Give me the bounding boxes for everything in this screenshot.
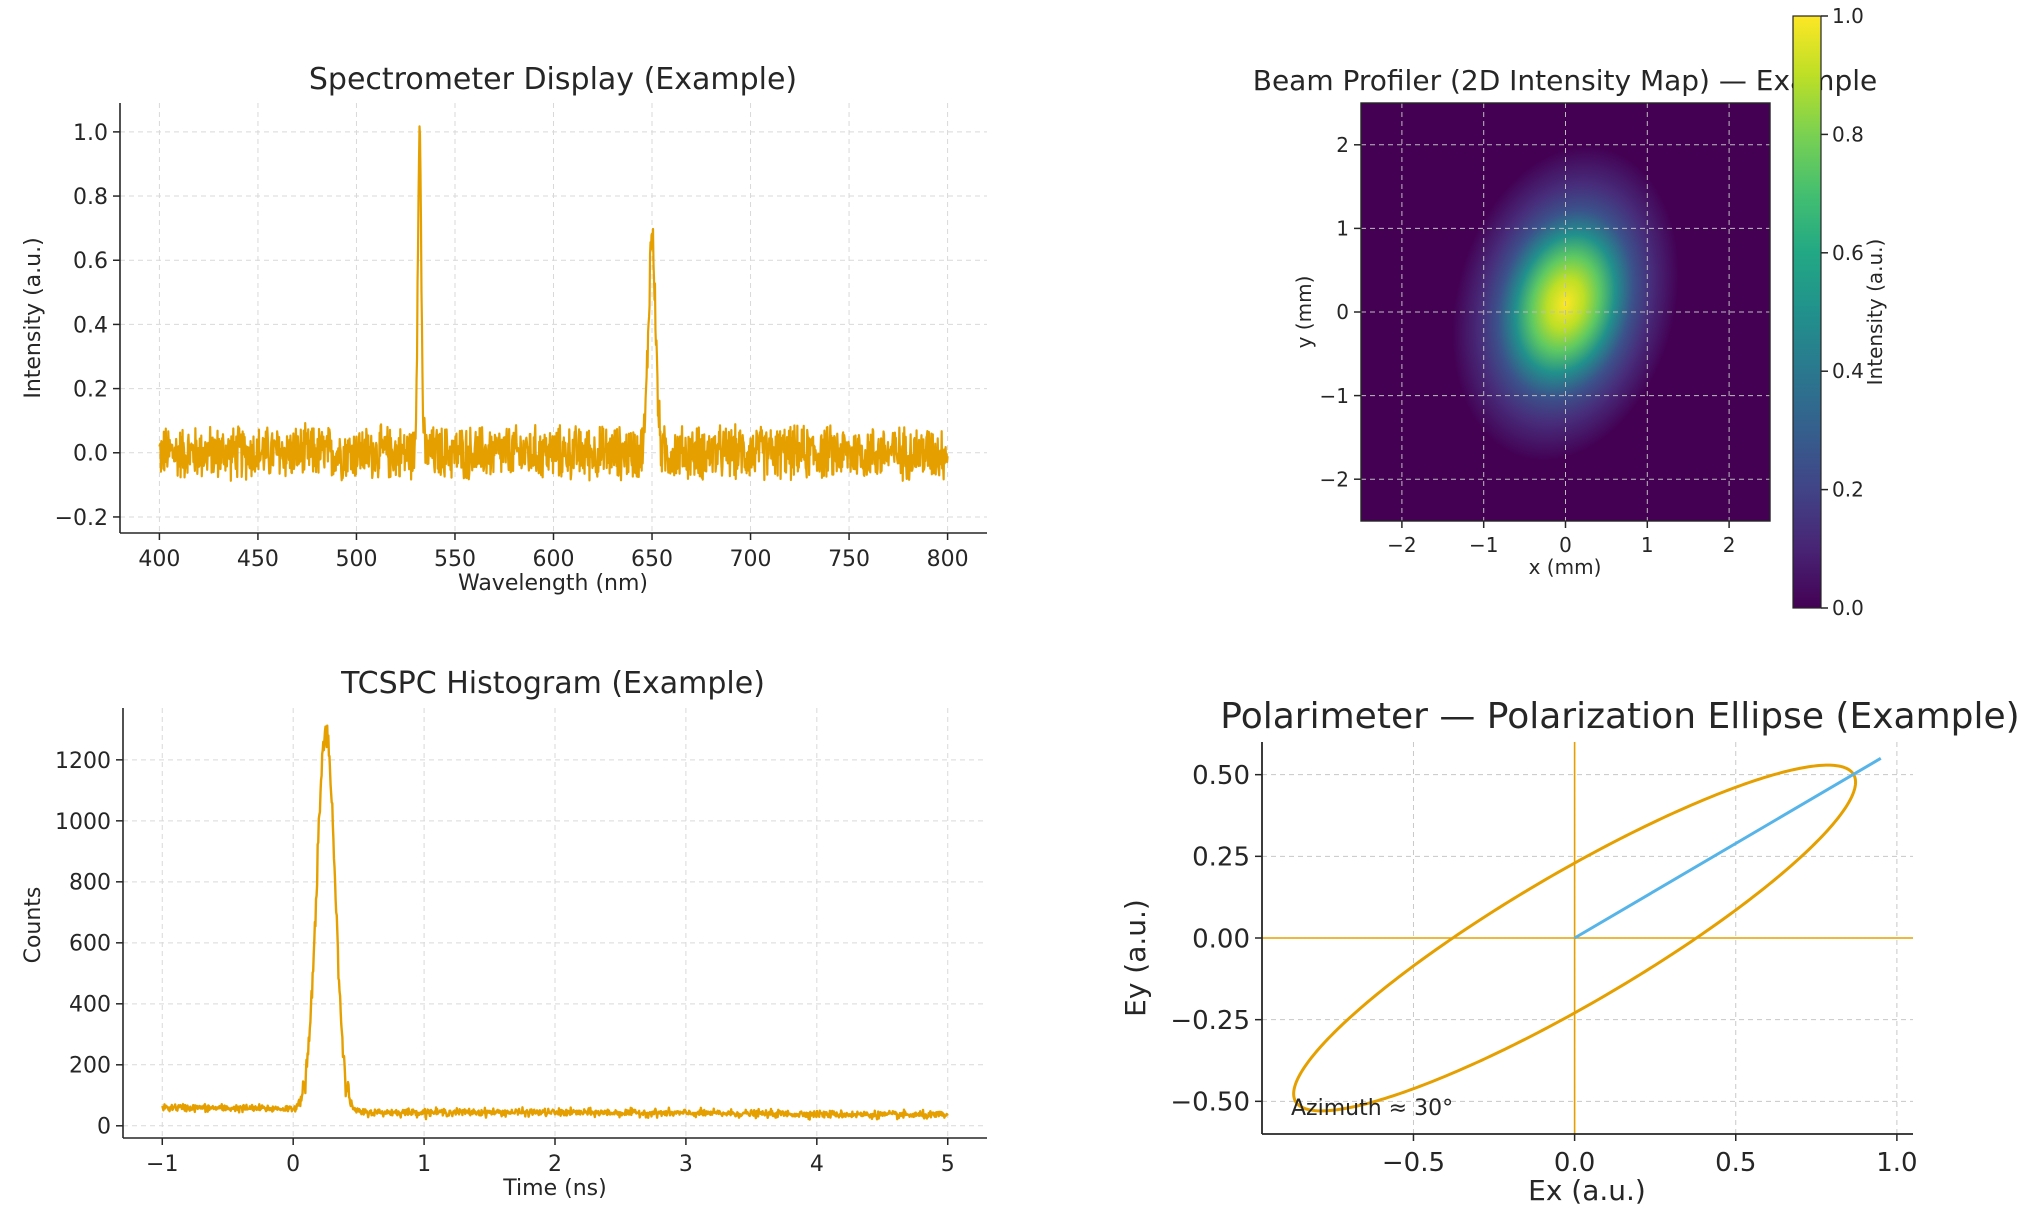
y-tick-label: 200	[69, 1054, 111, 1079]
y-tick-label: 1.0	[73, 121, 108, 146]
x-tick-label: 700	[730, 547, 772, 572]
x-tick-label: −2	[1387, 533, 1416, 557]
colorbar-tick-label: 0.0	[1832, 596, 1864, 620]
y-tick-label: 0.4	[73, 313, 108, 338]
colorbar-tick-label: 1.0	[1832, 4, 1864, 28]
x-tick-label: 600	[533, 547, 575, 572]
tcspc-chart: TCSPC Histogram (Example) −1 0 1 2 3 4 5 0 200 4…	[21, 666, 987, 1201]
colorbar-tick-label: 0.8	[1832, 122, 1864, 146]
y-tick-label: 0.00	[1192, 924, 1250, 954]
colorbar-label: Intensity (a.u.)	[1863, 239, 1887, 386]
y-tick-label: 0.8	[73, 185, 108, 210]
y-tick-label: 0.6	[73, 249, 108, 274]
spectrometer-y-label: Intensity (a.u.)	[21, 237, 46, 398]
x-tick-label: 400	[138, 547, 180, 572]
y-tick-label: 800	[69, 871, 111, 896]
polarimeter-y-label: Ey (a.u.)	[1119, 899, 1152, 1017]
y-tick-label: 1	[1336, 217, 1349, 241]
x-tick-label: 800	[927, 547, 969, 572]
beam-x-label: x (mm)	[1529, 555, 1602, 579]
spectrometer-x-label: Wavelength (nm)	[458, 571, 648, 596]
x-tick-label: 2	[548, 1152, 562, 1177]
y-tick-label: 1200	[55, 749, 111, 774]
y-tick-label: 0.0	[73, 442, 108, 467]
x-tick-label: 750	[828, 547, 870, 572]
beam-x-ticks: −2 −1 0 1 2	[1387, 521, 1735, 557]
y-tick-label: −2	[1320, 467, 1349, 491]
x-tick-label: 1	[417, 1152, 431, 1177]
azimuth-direction-line	[1573, 757, 1882, 940]
colorbar	[1792, 15, 1822, 609]
y-tick-label: 600	[69, 932, 111, 957]
x-tick-label: −0.5	[1382, 1148, 1445, 1178]
tcspc-trace	[161, 724, 949, 1121]
colorbar-tick-label: 0.2	[1832, 478, 1864, 502]
y-tick-label: 0.25	[1192, 843, 1250, 873]
polarimeter-y-ticks: −0.50 −0.25 0.00 0.25 0.50	[1170, 761, 1262, 1118]
polarization-ellipse	[1292, 763, 1858, 1113]
x-tick-label: 0	[1559, 533, 1572, 557]
y-tick-label: 0.2	[73, 378, 108, 403]
y-tick-label: 0.50	[1192, 761, 1250, 791]
azimuth-annotation: Azimuth ≈ 30°	[1291, 1096, 1453, 1121]
x-tick-label: 0.0	[1554, 1148, 1595, 1178]
colorbar-ticks: 0.0 0.2 0.4 0.6 0.8 1.0	[1821, 4, 1864, 620]
y-tick-label: −0.50	[1170, 1088, 1250, 1118]
spectrometer-title: Spectrometer Display (Example)	[309, 62, 797, 97]
y-tick-label: 400	[69, 993, 111, 1018]
beam-profiler-title: Beam Profiler (2D Intensity Map) — Examp…	[1253, 64, 1878, 97]
polarimeter-x-ticks: −0.5 0.0 0.5 1.0	[1382, 1134, 1918, 1178]
x-tick-label: −1	[146, 1152, 178, 1177]
y-tick-label: 0	[97, 1115, 111, 1140]
polarimeter-x-label: Ex (a.u.)	[1528, 1174, 1646, 1207]
tcspc-y-ticks: 0 200 400 600 800 1000 1200	[55, 749, 123, 1140]
x-tick-label: 5	[941, 1152, 955, 1177]
x-tick-label: 500	[335, 547, 377, 572]
tcspc-y-label: Counts	[21, 887, 46, 964]
x-tick-label: 0.5	[1715, 1148, 1756, 1178]
spectrometer-chart: Spectrometer Display (Example) 400 450 500…	[21, 62, 987, 596]
colorbar-tick-label: 0.4	[1832, 359, 1864, 383]
beam-grid	[1361, 103, 1770, 521]
tcspc-title: TCSPC Histogram (Example)	[340, 666, 765, 701]
polarimeter-title: Polarimeter — Polarization Ellipse (Exam…	[1220, 696, 2018, 737]
tcspc-grid	[123, 708, 987, 1138]
spectrometer-trace	[158, 125, 949, 482]
x-tick-label: 2	[1723, 533, 1736, 557]
x-tick-label: 1.0	[1876, 1148, 1917, 1178]
beam-profiler-chart: Beam Profiler (2D Intensity Map) — Examp…	[1253, 4, 1887, 620]
beam-y-ticks: −2 −1 0 1 2	[1320, 133, 1361, 491]
x-tick-label: 4	[810, 1152, 824, 1177]
y-tick-label: −0.2	[55, 506, 108, 531]
beam-y-label: y (mm)	[1292, 276, 1316, 349]
spectrometer-y-ticks: −0.2 0.0 0.2 0.4 0.6 0.8 1.0	[55, 121, 120, 531]
y-tick-label: 0	[1336, 300, 1349, 324]
x-tick-label: 0	[286, 1152, 300, 1177]
x-tick-label: 550	[434, 547, 476, 572]
polarimeter-chart: Polarimeter — Polarization Ellipse (Exam…	[1119, 696, 2018, 1207]
tcspc-x-ticks: −1 0 1 2 3 4 5	[146, 1138, 955, 1177]
y-tick-label: −0.25	[1170, 1006, 1250, 1036]
y-tick-label: 2	[1336, 133, 1349, 157]
tcspc-x-label: Time (ns)	[502, 1176, 606, 1201]
polarimeter-zero-lines	[1262, 742, 1913, 1134]
x-tick-label: 1	[1641, 533, 1654, 557]
x-tick-label: 450	[237, 547, 279, 572]
x-tick-label: 650	[631, 547, 673, 572]
x-tick-label: −1	[1469, 533, 1498, 557]
x-tick-label: 3	[679, 1152, 693, 1177]
y-tick-label: −1	[1320, 384, 1349, 408]
colorbar-tick-label: 0.6	[1832, 241, 1864, 265]
spectrometer-x-ticks: 400 450 500 550 600 650 700 750 800	[138, 533, 969, 572]
y-tick-label: 1000	[55, 810, 111, 835]
